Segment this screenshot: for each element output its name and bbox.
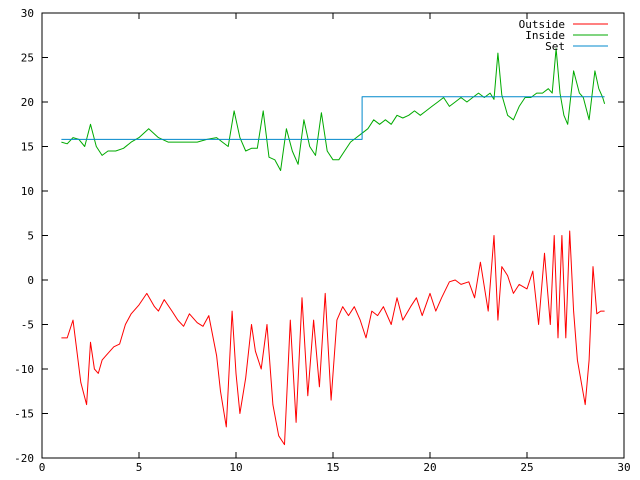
plot-frame <box>41 12 625 459</box>
y-tick-label: 30 <box>21 7 34 20</box>
legend-label-outside: Outside <box>519 18 565 31</box>
series-line-set <box>61 96 605 140</box>
y-tick-label: -20 <box>14 452 34 465</box>
legend-label-inside: Inside <box>525 29 565 42</box>
y-tick-label: 20 <box>21 96 34 109</box>
series-line-outside <box>61 230 605 446</box>
y-tick-label: 15 <box>21 141 34 154</box>
y-tick-label: -10 <box>14 363 34 376</box>
x-tick-label: 5 <box>136 461 143 474</box>
axis-ticks: 0 5 10 15 20 25 30 -20 -15 -10 -5 0 5 10 15 20 25 30 <box>14 7 631 474</box>
y-tick-label: 25 <box>21 52 34 65</box>
y-tick-label: 10 <box>21 185 34 198</box>
series-line-inside <box>61 48 606 171</box>
x-tick-label: 0 <box>39 461 46 474</box>
y-tick-label: -15 <box>14 408 34 421</box>
y-tick-label: -5 <box>21 319 34 332</box>
legend-label-set: Set <box>545 40 565 53</box>
x-tick-label: 20 <box>423 461 436 474</box>
x-tick-label: 10 <box>229 461 242 474</box>
y-tick-label: 0 <box>27 274 34 287</box>
x-tick-label: 25 <box>520 461 533 474</box>
x-tick-label: 15 <box>326 461 339 474</box>
series-layer <box>61 48 606 446</box>
x-tick-label: 30 <box>617 461 630 474</box>
y-tick-label: 5 <box>27 230 34 243</box>
